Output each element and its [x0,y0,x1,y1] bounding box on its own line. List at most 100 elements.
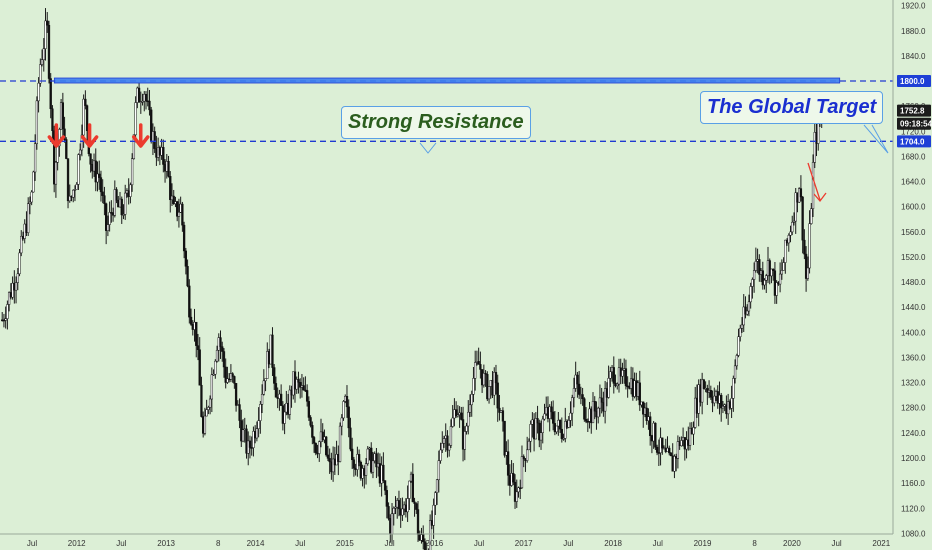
candle-body [299,382,302,388]
candle-body [231,373,234,377]
candle-body [451,417,454,427]
candle-body [770,268,773,277]
projection-arrow-icon [807,162,821,201]
candle-body [105,203,108,231]
candle-body [487,386,491,400]
candle-body [208,398,212,408]
candle-body [733,365,737,379]
candle-body [612,367,615,384]
candle-body [279,393,283,406]
candle-body [529,424,532,442]
candle-body [212,373,215,376]
candle-body [66,158,70,202]
candle-body [122,214,125,216]
down-arrow-head-icon [47,135,66,148]
candle-body [371,460,375,473]
candle-body [390,513,394,535]
candle-body [203,415,207,434]
candle-body [448,445,451,451]
y-tick-label: 1840.0 [901,52,926,61]
x-tick-label: Jul [116,539,126,548]
candle-body [598,397,602,409]
candle-body [352,459,356,469]
candle-body [181,203,184,226]
candle-body [383,480,387,491]
candle-body [314,443,317,454]
candle-body [428,520,432,550]
x-tick-label: 2012 [68,539,86,548]
time-axis[interactable]: Jul 2012 Jul 2013 8 2014 Jul 2015 Jul 2016 Jul 2017… [27,539,891,548]
candle-body [47,25,51,79]
candle-body [746,310,749,315]
candle-body [331,458,335,473]
candle-body [791,222,794,233]
candle-body [603,388,607,412]
candle-body [406,498,409,513]
candle-body [435,479,439,493]
candle-body [14,282,18,291]
candle-body [577,383,581,395]
candle-body [655,446,659,453]
candle-body [58,129,61,147]
candle-body [739,328,742,337]
candle-body [182,224,186,252]
candle-body [645,407,648,421]
candle-body [539,432,543,441]
candle-body [177,212,181,217]
candle-body [668,447,671,454]
candle-body [713,395,716,404]
candle-body [552,411,555,424]
candle-body [73,189,77,191]
candle-body [137,87,141,103]
candle-body [479,364,482,370]
candle-body [813,132,816,163]
candle-body [454,409,458,417]
candle-body [411,473,414,503]
target-callout-pointer [863,124,889,154]
candle-body [162,147,165,165]
candle-body [44,20,47,49]
candle-body [46,20,49,26]
arrows-layer [47,123,827,203]
candle-body [189,316,193,325]
candle-body [196,345,200,350]
candle-body [597,407,600,418]
candle-body [79,149,82,155]
candle-body [669,452,673,457]
candle-body [468,404,472,413]
candle-body [271,334,274,368]
candle-body [153,131,156,149]
candle-body [328,458,331,463]
candle-body [28,201,32,204]
target-callout[interactable]: The Global Target [700,91,884,124]
candle-body [503,420,506,456]
candle-body [567,420,570,428]
x-tick-label: 2016 [425,539,443,548]
candle-body [520,456,524,489]
candle-body [72,189,75,198]
candle-body [571,397,574,414]
candle-body [673,456,676,472]
candle-body [82,98,85,136]
candle-body [241,429,245,442]
candle-body [273,367,276,384]
candle-body [527,440,531,451]
candle-body [120,198,123,216]
candle-body [616,383,619,387]
price-badge [897,135,931,148]
candle-body [51,108,54,131]
candle-body [6,304,9,319]
candle-body [541,418,544,433]
y-tick-label: 1080.0 [901,529,926,538]
candle-body [392,508,395,514]
candle-body [744,306,747,315]
candle-body [65,139,68,159]
candle-body [581,394,584,399]
candle-body [416,509,420,535]
y-tick-label: 1120.0 [901,504,925,513]
resistance-callout[interactable]: Strong Resistance [341,106,531,139]
candle-body [780,270,784,275]
y-tick-label: 1560.0 [901,228,926,237]
candle-body [397,500,401,510]
price-axis[interactable]: 1080.0 1120.0 1160.0 1200.0 1240.0 1280.0 1320… [901,0,926,539]
